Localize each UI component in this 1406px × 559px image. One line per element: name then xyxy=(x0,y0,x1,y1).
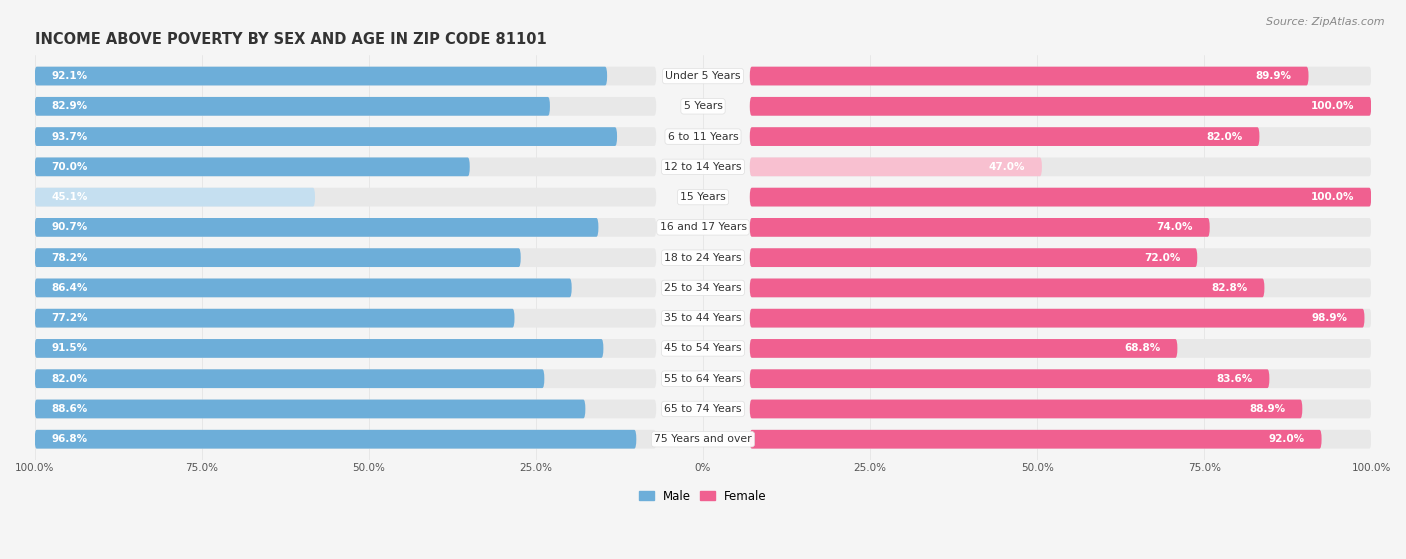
FancyBboxPatch shape xyxy=(35,158,657,176)
FancyBboxPatch shape xyxy=(35,430,657,449)
Text: 18 to 24 Years: 18 to 24 Years xyxy=(664,253,742,263)
FancyBboxPatch shape xyxy=(749,278,1264,297)
FancyBboxPatch shape xyxy=(749,188,1371,206)
FancyBboxPatch shape xyxy=(749,369,1371,388)
Text: 75 Years and over: 75 Years and over xyxy=(654,434,752,444)
FancyBboxPatch shape xyxy=(749,430,1322,449)
FancyBboxPatch shape xyxy=(35,67,607,86)
Text: 65 to 74 Years: 65 to 74 Years xyxy=(664,404,742,414)
Text: 82.8%: 82.8% xyxy=(1212,283,1247,293)
FancyBboxPatch shape xyxy=(35,67,657,86)
FancyBboxPatch shape xyxy=(749,218,1209,237)
FancyBboxPatch shape xyxy=(749,218,1371,237)
FancyBboxPatch shape xyxy=(749,127,1260,146)
Text: Source: ZipAtlas.com: Source: ZipAtlas.com xyxy=(1267,17,1385,27)
Text: 12 to 14 Years: 12 to 14 Years xyxy=(664,162,742,172)
FancyBboxPatch shape xyxy=(749,97,1371,116)
Text: 82.0%: 82.0% xyxy=(52,374,87,383)
FancyBboxPatch shape xyxy=(35,97,657,116)
Legend: Male, Female: Male, Female xyxy=(634,485,772,507)
FancyBboxPatch shape xyxy=(749,127,1371,146)
Text: 100.0%: 100.0% xyxy=(1312,192,1354,202)
FancyBboxPatch shape xyxy=(749,278,1371,297)
Text: 45 to 54 Years: 45 to 54 Years xyxy=(664,343,742,353)
FancyBboxPatch shape xyxy=(35,188,657,206)
Text: 86.4%: 86.4% xyxy=(52,283,87,293)
FancyBboxPatch shape xyxy=(749,369,1270,388)
Text: 5 Years: 5 Years xyxy=(683,101,723,111)
Text: 55 to 64 Years: 55 to 64 Years xyxy=(664,374,742,383)
Text: 88.6%: 88.6% xyxy=(52,404,87,414)
FancyBboxPatch shape xyxy=(749,67,1371,86)
FancyBboxPatch shape xyxy=(35,339,657,358)
FancyBboxPatch shape xyxy=(35,127,617,146)
Text: 89.9%: 89.9% xyxy=(1256,71,1292,81)
FancyBboxPatch shape xyxy=(35,309,515,328)
FancyBboxPatch shape xyxy=(749,67,1309,86)
FancyBboxPatch shape xyxy=(35,97,550,116)
FancyBboxPatch shape xyxy=(749,309,1364,328)
FancyBboxPatch shape xyxy=(749,339,1371,358)
FancyBboxPatch shape xyxy=(35,309,657,328)
Text: 68.8%: 68.8% xyxy=(1125,343,1161,353)
Text: 35 to 44 Years: 35 to 44 Years xyxy=(664,313,742,323)
Text: 92.1%: 92.1% xyxy=(52,71,87,81)
FancyBboxPatch shape xyxy=(749,339,1177,358)
Text: 15 Years: 15 Years xyxy=(681,192,725,202)
FancyBboxPatch shape xyxy=(35,369,544,388)
Text: 90.7%: 90.7% xyxy=(52,222,87,233)
Text: 77.2%: 77.2% xyxy=(52,313,89,323)
Text: 47.0%: 47.0% xyxy=(988,162,1025,172)
Text: 83.6%: 83.6% xyxy=(1216,374,1253,383)
Text: 100.0%: 100.0% xyxy=(1312,101,1354,111)
FancyBboxPatch shape xyxy=(749,248,1371,267)
Text: 88.9%: 88.9% xyxy=(1250,404,1285,414)
Text: 74.0%: 74.0% xyxy=(1157,222,1194,233)
Text: 82.9%: 82.9% xyxy=(52,101,87,111)
FancyBboxPatch shape xyxy=(35,400,585,418)
FancyBboxPatch shape xyxy=(35,369,657,388)
Text: 6 to 11 Years: 6 to 11 Years xyxy=(668,131,738,141)
FancyBboxPatch shape xyxy=(749,400,1302,418)
FancyBboxPatch shape xyxy=(749,400,1371,418)
FancyBboxPatch shape xyxy=(749,97,1371,116)
Text: 16 and 17 Years: 16 and 17 Years xyxy=(659,222,747,233)
Text: 92.0%: 92.0% xyxy=(1268,434,1305,444)
FancyBboxPatch shape xyxy=(35,248,520,267)
FancyBboxPatch shape xyxy=(35,339,603,358)
Text: 72.0%: 72.0% xyxy=(1144,253,1181,263)
Text: 82.0%: 82.0% xyxy=(1206,131,1243,141)
Text: 91.5%: 91.5% xyxy=(52,343,87,353)
Text: INCOME ABOVE POVERTY BY SEX AND AGE IN ZIP CODE 81101: INCOME ABOVE POVERTY BY SEX AND AGE IN Z… xyxy=(35,32,547,47)
FancyBboxPatch shape xyxy=(35,278,572,297)
FancyBboxPatch shape xyxy=(35,278,657,297)
FancyBboxPatch shape xyxy=(35,188,315,206)
Text: 25 to 34 Years: 25 to 34 Years xyxy=(664,283,742,293)
FancyBboxPatch shape xyxy=(749,158,1371,176)
Text: Under 5 Years: Under 5 Years xyxy=(665,71,741,81)
FancyBboxPatch shape xyxy=(35,218,657,237)
FancyBboxPatch shape xyxy=(35,218,599,237)
Text: 78.2%: 78.2% xyxy=(52,253,87,263)
FancyBboxPatch shape xyxy=(35,158,470,176)
FancyBboxPatch shape xyxy=(749,188,1371,206)
FancyBboxPatch shape xyxy=(749,158,1042,176)
FancyBboxPatch shape xyxy=(749,248,1198,267)
Text: 98.9%: 98.9% xyxy=(1312,313,1348,323)
Text: 70.0%: 70.0% xyxy=(52,162,87,172)
FancyBboxPatch shape xyxy=(35,400,657,418)
FancyBboxPatch shape xyxy=(749,430,1371,449)
FancyBboxPatch shape xyxy=(749,309,1371,328)
Text: 93.7%: 93.7% xyxy=(52,131,87,141)
FancyBboxPatch shape xyxy=(35,248,657,267)
FancyBboxPatch shape xyxy=(35,430,637,449)
Text: 45.1%: 45.1% xyxy=(52,192,87,202)
FancyBboxPatch shape xyxy=(35,127,657,146)
Text: 96.8%: 96.8% xyxy=(52,434,87,444)
